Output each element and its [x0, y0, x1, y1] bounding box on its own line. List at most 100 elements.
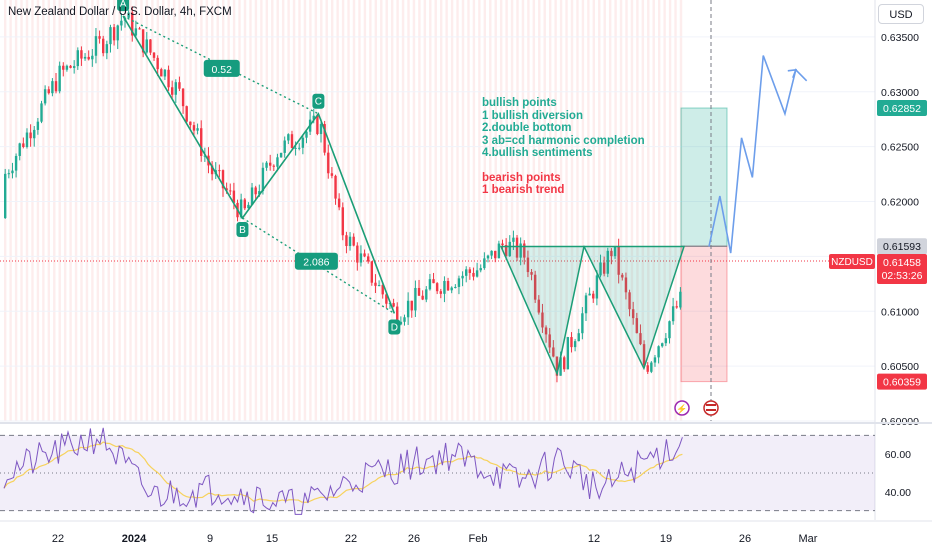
session-stripe	[592, 0, 595, 421]
session-stripe	[309, 0, 312, 421]
ratio-badge-bg	[203, 59, 240, 77]
candle-body	[526, 257, 530, 273]
event-icons[interactable]: ⚡	[674, 400, 719, 416]
double-bottom-right	[582, 245, 686, 371]
session-stripe	[505, 0, 508, 421]
session-stripe	[445, 0, 448, 421]
session-stripe	[53, 0, 56, 421]
chart-title: New Zealand Dollar / U.S. Dollar, 4h, FX…	[8, 6, 232, 18]
ratio-value: 2.086	[303, 257, 329, 269]
candle-body	[533, 274, 537, 300]
session-stripe	[423, 0, 427, 421]
candle-body	[134, 28, 138, 36]
candle-body	[51, 81, 54, 94]
time-tick-label: 9	[207, 533, 213, 545]
target-zone[interactable]	[680, 107, 728, 247]
session-stripe	[570, 0, 574, 421]
candle-body	[149, 39, 152, 53]
session-stripe	[652, 0, 655, 421]
candle-body	[225, 188, 228, 191]
candle-body	[298, 147, 301, 149]
candle-body	[185, 106, 188, 122]
harmonic-point-d[interactable]: D	[388, 319, 401, 335]
candle-body	[425, 289, 428, 300]
session-stripe	[216, 0, 219, 421]
candle-body	[512, 237, 515, 242]
session-stripe	[25, 0, 29, 421]
harmonic-point-c[interactable]: C	[312, 93, 325, 109]
candle-body	[91, 55, 94, 60]
candle-body	[11, 170, 14, 174]
candle-body	[7, 173, 11, 175]
candle-body	[385, 294, 388, 304]
session-stripe	[189, 0, 192, 421]
price-tick-label: 0.60500	[881, 361, 919, 373]
session-stripe	[281, 0, 285, 421]
stop-zone[interactable]	[680, 245, 728, 383]
candle-body	[327, 152, 330, 174]
time-tick-label: 15	[266, 533, 278, 545]
candle-body	[87, 56, 90, 60]
time-tick-label: 19	[660, 533, 672, 545]
candle-body	[504, 245, 508, 257]
candle-body	[330, 173, 334, 176]
candle-body	[316, 115, 319, 135]
harmonic-point-a[interactable]: A	[117, 0, 130, 12]
session-stripe	[614, 0, 617, 421]
ratio-badge[interactable]: 2.086	[294, 252, 338, 270]
session-stripe	[287, 0, 290, 421]
candle-body	[443, 280, 446, 294]
session-stripe	[401, 0, 405, 421]
candle-body	[563, 357, 566, 370]
session-stripe	[363, 0, 367, 421]
candle-body	[47, 89, 50, 94]
candle-body	[515, 237, 519, 258]
bullish-item: 2.double bottom	[482, 122, 572, 134]
session-stripe	[80, 0, 83, 421]
target-price-tag: 0.62852	[883, 103, 921, 115]
candle-body	[272, 165, 276, 167]
candle-body	[348, 236, 352, 247]
candle-body	[250, 187, 254, 205]
harmonic-point-b[interactable]: B	[236, 221, 249, 237]
lightning-glyph: ⚡	[676, 403, 687, 415]
candle-body	[377, 285, 381, 287]
session-stripe	[31, 0, 34, 421]
session-stripe	[347, 0, 350, 421]
candle-body	[14, 155, 18, 171]
rsi-tick-label: 60.00	[885, 449, 911, 461]
candle-body	[33, 129, 36, 139]
candle-body	[559, 357, 562, 376]
time-tick-label: Mar	[799, 533, 818, 545]
double-bottom-left	[499, 245, 585, 377]
lightning-icon[interactable]	[674, 400, 690, 416]
candle-body	[109, 27, 112, 45]
currency-button[interactable]: USD	[878, 4, 924, 24]
session-stripe	[396, 0, 399, 421]
candle-body	[650, 362, 653, 372]
candle-body	[490, 250, 493, 256]
stop-price-tag-bg	[877, 373, 927, 390]
session-stripe	[641, 0, 645, 421]
ratio-badge[interactable]: 0.52	[203, 59, 240, 77]
session-stripe	[625, 0, 628, 421]
candle-body	[337, 198, 341, 208]
us-flag-icon[interactable]	[703, 400, 719, 416]
session-stripe	[249, 0, 252, 421]
time-tick-label: 26	[408, 533, 420, 545]
entry-price-tag-bg	[877, 238, 927, 255]
session-stripe	[20, 0, 23, 421]
candles	[4, 6, 682, 383]
pattern-drawings: A B C D 0.52 2.086	[117, 0, 686, 377]
candle-body	[577, 333, 580, 342]
time-tick-label: 2024	[122, 533, 147, 545]
candle-body	[312, 115, 315, 120]
point-label: D	[391, 322, 398, 333]
symbol-tag-bg	[829, 254, 875, 270]
candle-body	[72, 66, 76, 68]
candle-body	[178, 82, 181, 89]
candle-body	[621, 274, 624, 278]
candle-body	[283, 140, 286, 153]
